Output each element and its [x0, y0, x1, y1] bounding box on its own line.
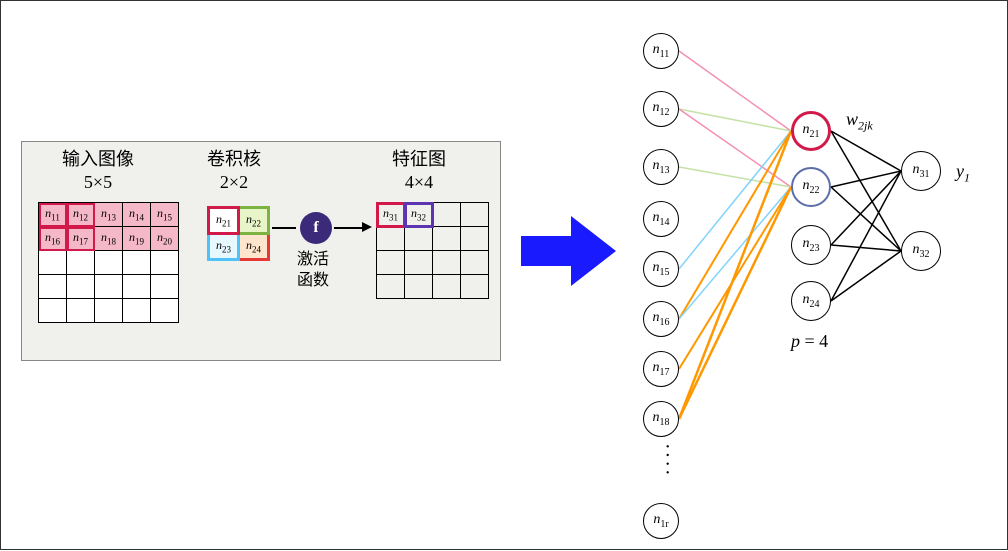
- network-node: n11: [643, 33, 679, 69]
- left-panel: 输入图像 5×5 卷积核 2×2 特征图 4×4 n11n12n13n14n15…: [21, 141, 501, 361]
- network-node: n12: [643, 91, 679, 127]
- network-node: n32: [901, 231, 941, 271]
- weight-label: w2jk: [846, 109, 873, 134]
- input-grid: n11n12n13n14n15n16n17n18n19n20: [38, 202, 179, 323]
- network-node: n31: [901, 151, 941, 191]
- feature-grid: n31n32: [376, 202, 489, 299]
- network-node: n15: [643, 251, 679, 287]
- activation-label: 激活 函数: [297, 250, 329, 292]
- network-node: n17: [643, 351, 679, 387]
- network-node: n21: [791, 111, 831, 151]
- y-label: y1: [956, 161, 970, 186]
- p-label: p = 4: [791, 331, 828, 352]
- network-node: n18: [643, 401, 679, 437]
- arrow-f-to-feature: [334, 227, 364, 229]
- network-node: n23: [791, 225, 831, 265]
- network-node: n13: [643, 149, 679, 185]
- network-node: n14: [643, 201, 679, 237]
- activation-node: f: [300, 212, 332, 244]
- arrow-kernel-to-f: [272, 227, 296, 229]
- network-node: n22: [791, 167, 831, 207]
- network-node: n24: [791, 281, 831, 321]
- network-node: n1r: [643, 503, 679, 539]
- kernel-grid: n21n22n23n24: [207, 206, 270, 261]
- big-arrow-icon: [521, 211, 621, 291]
- input-label: 输入图像 5×5: [62, 148, 134, 195]
- vertical-dots-icon: ····: [655, 443, 678, 478]
- feature-label: 特征图 4×4: [392, 148, 446, 195]
- network-node: n16: [643, 301, 679, 337]
- kernel-label: 卷积核 2×2: [207, 148, 261, 195]
- arrow-head-icon: [362, 222, 372, 232]
